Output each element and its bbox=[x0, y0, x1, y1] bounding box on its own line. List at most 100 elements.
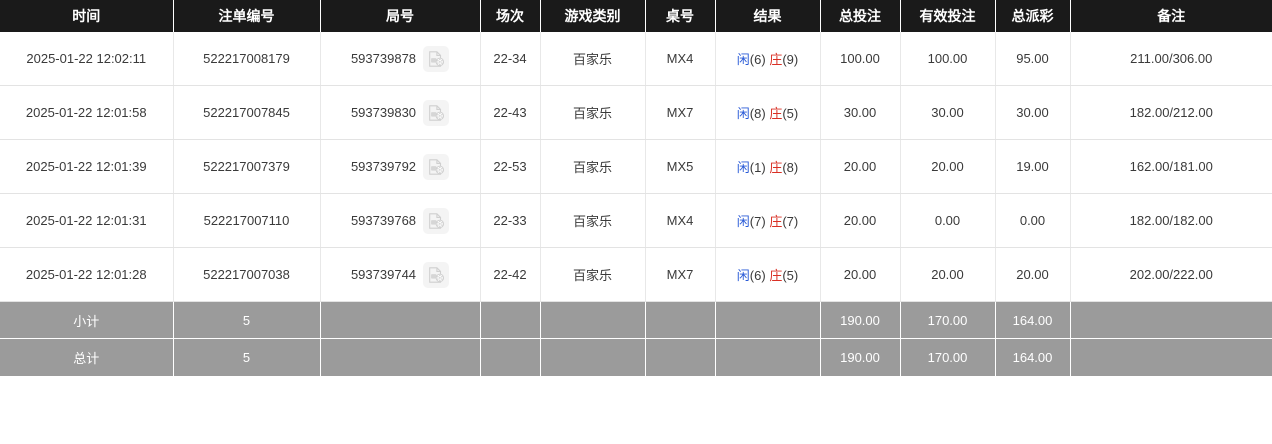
cell-valid-bet: 20.00 bbox=[900, 139, 996, 194]
subtotal-valid-bet: 170.00 bbox=[900, 301, 996, 339]
cell-session: 22-33 bbox=[480, 193, 541, 248]
bet-records-table: 时间 注单编号 局号 场次 游戏类别 桌号 结果 总投注 有效投注 总派彩 备注… bbox=[0, 0, 1272, 376]
cell-total-payout: 0.00 bbox=[995, 193, 1071, 248]
subtotal-count: 5 bbox=[173, 301, 321, 339]
table-row: 2025-01-22 12:01:28 522217007038 5937397… bbox=[0, 247, 1272, 302]
grand-total-row: 总计 5 190.00 170.00 164.00 bbox=[0, 338, 1272, 376]
column-header-table-no[interactable]: 桌号 bbox=[645, 0, 716, 32]
cell-order-no: 522217007845 bbox=[173, 85, 321, 140]
table-row: 2025-01-22 12:01:31 522217007110 5937397… bbox=[0, 193, 1272, 248]
video-replay-icon[interactable] bbox=[423, 153, 450, 180]
cell-game-type: 百家乐 bbox=[540, 32, 646, 86]
subtotal-session bbox=[480, 301, 541, 339]
cell-round-no: 593739744 bbox=[320, 247, 481, 302]
grand-total-session bbox=[480, 338, 541, 376]
result-banker-label: 庄 bbox=[769, 268, 783, 283]
cell-round-no: 593739830 bbox=[320, 85, 481, 140]
cell-remark: 211.00/306.00 bbox=[1070, 32, 1272, 86]
video-replay-icon[interactable] bbox=[423, 45, 450, 72]
result-banker-points: (5) bbox=[782, 268, 799, 283]
cell-session: 22-53 bbox=[480, 139, 541, 194]
round-no-text: 593739744 bbox=[350, 267, 417, 282]
round-no-text: 593739792 bbox=[350, 159, 417, 174]
column-header-session[interactable]: 场次 bbox=[480, 0, 541, 32]
cell-remark: 182.00/182.00 bbox=[1070, 193, 1272, 248]
grand-total-total-bet: 190.00 bbox=[820, 338, 901, 376]
result-banker-points: (8) bbox=[782, 160, 799, 175]
table-row: 2025-01-22 12:01:39 522217007379 5937397… bbox=[0, 139, 1272, 194]
column-header-order-no[interactable]: 注单编号 bbox=[173, 0, 321, 32]
cell-result: 闲(8) 庄(5) bbox=[715, 85, 821, 140]
result-player-points: (6) bbox=[749, 268, 766, 283]
cell-game-type: 百家乐 bbox=[540, 247, 646, 302]
cell-total-payout: 30.00 bbox=[995, 85, 1071, 140]
cell-table-no: MX4 bbox=[645, 193, 716, 248]
table-row: 2025-01-22 12:01:58 522217007845 5937398… bbox=[0, 85, 1272, 140]
cell-remark: 162.00/181.00 bbox=[1070, 139, 1272, 194]
video-replay-icon[interactable] bbox=[423, 261, 450, 288]
subtotal-label: 小计 bbox=[0, 301, 174, 339]
table-row: 2025-01-22 12:02:11 522217008179 5937398… bbox=[0, 32, 1272, 86]
cell-result: 闲(6) 庄(9) bbox=[715, 32, 821, 86]
result-banker-points: (5) bbox=[782, 106, 799, 121]
round-no-text: 593739830 bbox=[350, 105, 417, 120]
grand-total-payout: 164.00 bbox=[995, 338, 1071, 376]
grand-total-result bbox=[715, 338, 821, 376]
subtotal-remark bbox=[1070, 301, 1272, 339]
result-banker-points: (7) bbox=[782, 214, 799, 229]
subtotal-table-no bbox=[645, 301, 716, 339]
grand-total-round-no bbox=[320, 338, 481, 376]
column-header-valid-bet[interactable]: 有效投注 bbox=[900, 0, 996, 32]
column-header-round-no[interactable]: 局号 bbox=[320, 0, 481, 32]
round-no-text: 593739768 bbox=[350, 213, 417, 228]
column-header-total-bet[interactable]: 总投注 bbox=[820, 0, 901, 32]
column-header-result[interactable]: 结果 bbox=[715, 0, 821, 32]
subtotal-total-bet: 190.00 bbox=[820, 301, 901, 339]
subtotal-row: 小计 5 190.00 170.00 164.00 bbox=[0, 301, 1272, 339]
cell-time: 2025-01-22 12:01:58 bbox=[0, 85, 174, 140]
grand-total-count: 5 bbox=[173, 338, 321, 376]
grand-total-game-type bbox=[540, 338, 646, 376]
table-body: 2025-01-22 12:02:11 522217008179 5937398… bbox=[0, 32, 1272, 376]
cell-total-payout: 19.00 bbox=[995, 139, 1071, 194]
cell-table-no: MX4 bbox=[645, 32, 716, 86]
video-replay-icon[interactable] bbox=[423, 207, 450, 234]
cell-round-no: 593739878 bbox=[320, 32, 481, 86]
result-banker-label: 庄 bbox=[769, 160, 783, 175]
cell-game-type: 百家乐 bbox=[540, 193, 646, 248]
cell-remark: 202.00/222.00 bbox=[1070, 247, 1272, 302]
result-player-label: 闲 bbox=[736, 160, 750, 175]
cell-valid-bet: 30.00 bbox=[900, 85, 996, 140]
column-header-payout[interactable]: 总派彩 bbox=[995, 0, 1071, 32]
grand-total-label: 总计 bbox=[0, 338, 174, 376]
cell-total-bet[interactable]: 20.00 bbox=[820, 247, 901, 302]
subtotal-game-type bbox=[540, 301, 646, 339]
cell-valid-bet: 0.00 bbox=[900, 193, 996, 248]
cell-table-no: MX5 bbox=[645, 139, 716, 194]
cell-order-no: 522217008179 bbox=[173, 32, 321, 86]
column-header-time[interactable]: 时间 bbox=[0, 0, 174, 32]
cell-total-bet[interactable]: 20.00 bbox=[820, 193, 901, 248]
cell-result: 闲(7) 庄(7) bbox=[715, 193, 821, 248]
cell-order-no: 522217007379 bbox=[173, 139, 321, 194]
grand-total-valid-bet: 170.00 bbox=[900, 338, 996, 376]
cell-game-type: 百家乐 bbox=[540, 85, 646, 140]
cell-total-payout: 95.00 bbox=[995, 32, 1071, 86]
cell-time: 2025-01-22 12:01:39 bbox=[0, 139, 174, 194]
video-replay-icon[interactable] bbox=[423, 99, 450, 126]
column-header-remark[interactable]: 备注 bbox=[1070, 0, 1272, 32]
result-player-points: (6) bbox=[749, 52, 766, 67]
cell-order-no: 522217007038 bbox=[173, 247, 321, 302]
result-player-points: (1) bbox=[749, 160, 766, 175]
cell-session: 22-42 bbox=[480, 247, 541, 302]
cell-total-bet[interactable]: 20.00 bbox=[820, 139, 901, 194]
cell-result: 闲(1) 庄(8) bbox=[715, 139, 821, 194]
cell-total-bet[interactable]: 100.00 bbox=[820, 32, 901, 86]
cell-total-bet[interactable]: 30.00 bbox=[820, 85, 901, 140]
column-header-game-type[interactable]: 游戏类别 bbox=[540, 0, 646, 32]
cell-time: 2025-01-22 12:02:11 bbox=[0, 32, 174, 86]
result-player-label: 闲 bbox=[736, 214, 750, 229]
result-player-points: (7) bbox=[749, 214, 766, 229]
table-header: 时间 注单编号 局号 场次 游戏类别 桌号 结果 总投注 有效投注 总派彩 备注 bbox=[0, 0, 1272, 32]
cell-time: 2025-01-22 12:01:28 bbox=[0, 247, 174, 302]
